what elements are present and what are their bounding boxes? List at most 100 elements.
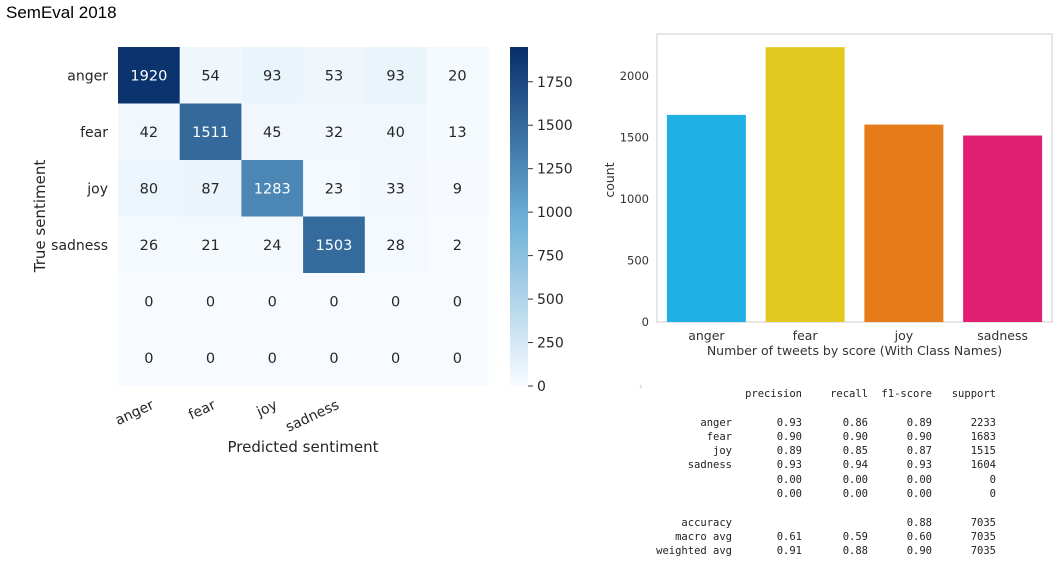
colorbar-segment xyxy=(510,246,528,251)
heatmap-cell xyxy=(118,273,181,330)
heatmap-cell-label: 40 xyxy=(386,125,404,141)
colorbar-segment xyxy=(510,356,528,362)
heatmap-x-axis-label: Predicted sentiment xyxy=(227,438,378,456)
colorbar-segment xyxy=(510,280,528,285)
report-row: weighted avg 0.91 0.88 0.90 7035 xyxy=(638,545,1018,559)
colorbar-segment xyxy=(510,140,528,146)
colorbar-tick-label: 1250 xyxy=(537,162,573,178)
heatmap-cell-label: 87 xyxy=(201,181,219,197)
heatmap-cell-label: 1511 xyxy=(192,125,229,141)
colorbar-segment xyxy=(510,318,528,324)
colorbar-segment xyxy=(510,114,528,120)
colorbar-segment xyxy=(510,208,528,213)
heatmap-cell-label: 33 xyxy=(386,181,404,197)
colorbar-segment xyxy=(510,157,528,163)
colorbar-segment xyxy=(510,263,528,268)
heatmap-cell xyxy=(179,103,242,161)
colorbar-segment xyxy=(510,326,528,332)
heatmap-cell-label: 53 xyxy=(325,68,343,84)
colorbar-segment xyxy=(510,106,528,112)
colorbar-segment xyxy=(510,203,528,209)
report-cell: 1683 xyxy=(970,431,996,443)
report-cell: 0.00 xyxy=(906,488,932,500)
x-tick-label: anger xyxy=(688,328,725,343)
colorbar-segment xyxy=(510,191,528,196)
report-column-header: support xyxy=(951,388,996,400)
colorbar-segment xyxy=(510,85,528,90)
report-cell: 7035 xyxy=(970,545,996,557)
colorbar-segment xyxy=(510,313,528,319)
colorbar-tick-label: 1750 xyxy=(537,75,573,91)
colorbar-segment xyxy=(510,369,528,374)
heatmap-cell xyxy=(426,216,489,274)
heatmap-cell-label: 54 xyxy=(201,68,219,84)
heatmap-cell-label: 24 xyxy=(263,238,281,254)
report-cell: 0.89 xyxy=(906,417,932,429)
y-tick-label: sadness xyxy=(51,238,108,254)
heatmap-cell-label: 0 xyxy=(329,351,338,367)
report-cell: 0.90 xyxy=(776,431,802,443)
colorbar-segment xyxy=(510,148,528,154)
heatmap-cell-label: 0 xyxy=(453,294,462,310)
heatmap-cell xyxy=(179,273,242,330)
heatmap-cell-label: 0 xyxy=(206,351,215,367)
report-column-header: recall xyxy=(830,388,868,400)
colorbar-segment xyxy=(510,258,528,264)
heatmap-cell xyxy=(179,160,242,217)
colorbar-segment xyxy=(510,288,528,294)
colorbar-segment xyxy=(510,161,528,167)
report-row: 0.00 0.00 0.00 0 xyxy=(638,474,1018,488)
report-cell: 0.88 xyxy=(842,545,868,557)
report-cell: 0.87 xyxy=(906,445,932,457)
report-cell: 0.88 xyxy=(906,517,932,529)
colorbar-segment xyxy=(510,250,528,256)
report-cell: 2233 xyxy=(970,417,996,429)
report-cell: 0.90 xyxy=(906,545,932,557)
heatmap-cell xyxy=(118,160,181,217)
colorbar-segment xyxy=(510,76,528,82)
report-cell: 0.00 xyxy=(906,474,932,486)
report-cell: 0.61 xyxy=(776,531,802,543)
prompt-glyph: › xyxy=(638,382,644,392)
colorbar-segment xyxy=(510,119,528,124)
y-tick-label: 2000 xyxy=(620,69,649,83)
heatmap-cell xyxy=(118,47,181,104)
y-tick-label: anger xyxy=(67,68,108,84)
colorbar-tick-label: 750 xyxy=(537,249,564,265)
heatmap-cell-label: 42 xyxy=(140,125,158,141)
bar-fear xyxy=(765,47,845,323)
heatmap-cell-label: 0 xyxy=(391,294,400,310)
heatmap-cell xyxy=(364,329,427,387)
report-column-header: precision xyxy=(745,388,802,400)
y-tick-label: joy xyxy=(86,181,108,197)
heatmap-cell-label: 0 xyxy=(144,294,153,310)
plot-frame xyxy=(656,33,1053,323)
report-cell: 7035 xyxy=(970,531,996,543)
colorbar-segment xyxy=(510,229,528,235)
colorbar-segment xyxy=(510,131,528,137)
colorbar-tick-label: 0 xyxy=(537,379,546,395)
heatmap-cell xyxy=(303,273,366,330)
heatmap-cell-label: 0 xyxy=(268,351,277,367)
report-cell: 0.89 xyxy=(776,445,802,457)
report-row: 0.00 0.00 0.00 0 xyxy=(638,488,1018,502)
report-cell: sadness xyxy=(687,459,732,471)
colorbar-segment xyxy=(510,343,528,349)
colorbar-segment xyxy=(510,93,528,99)
report-cell: 0.85 xyxy=(842,445,868,457)
report-row: fear 0.90 0.90 0.90 1683 xyxy=(638,431,1018,445)
y-tick-label: 1000 xyxy=(620,192,649,206)
colorbar-segment xyxy=(510,72,528,78)
heatmap-cell xyxy=(179,216,242,274)
report-row: macro avg 0.61 0.59 0.60 7035 xyxy=(638,531,1018,545)
heatmap-cell xyxy=(426,103,489,161)
report-cell: 0.60 xyxy=(906,531,932,543)
report-cell: 0.59 xyxy=(842,531,868,543)
report-cell: 0.93 xyxy=(906,459,932,471)
colorbar-segment xyxy=(510,102,528,107)
report-cell: macro avg xyxy=(675,531,732,543)
heatmap-cell xyxy=(426,47,489,104)
report-cell: 0.86 xyxy=(842,417,868,429)
report-cell: 0 xyxy=(989,474,996,486)
